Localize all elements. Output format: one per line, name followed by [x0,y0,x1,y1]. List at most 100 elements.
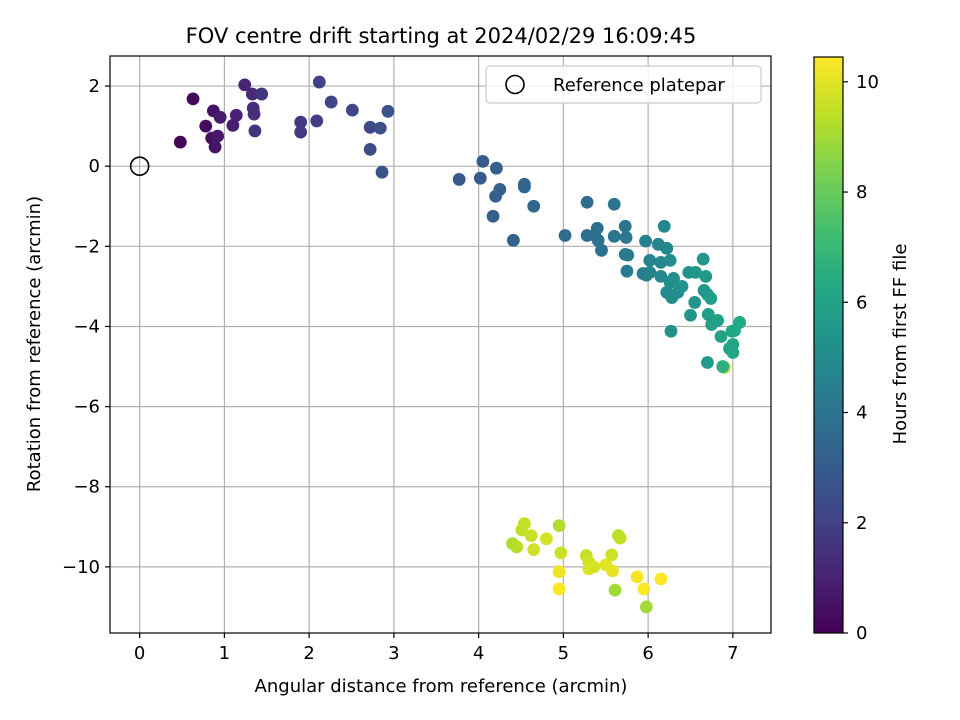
data-point [618,219,632,233]
y-axis-ticks: 2 0 −2 −4 −6 −8 −10 [62,76,110,578]
data-point [675,279,689,293]
data-point [684,308,697,322]
x-tick-label: 0 [134,643,145,664]
data-point [510,540,524,554]
data-point [704,292,718,305]
data-point [637,582,651,596]
grid-lines [110,56,771,633]
data-point [524,529,538,543]
colorbar-tick-label: 0 [856,623,867,644]
colorbar-ticks: 0 2 4 6 8 10 [843,72,879,644]
data-point [506,233,520,247]
colorbar-tick-label: 8 [856,182,867,203]
colorbar-tick-label: 10 [856,72,879,93]
data-point [643,265,657,279]
y-axis-label: Rotation from reference (arcmin) [24,196,45,492]
data-point [363,142,377,156]
data-point [726,346,740,359]
x-axis-label: Angular distance from reference (arcmin) [255,676,628,697]
data-point [595,243,608,257]
data-point [580,195,594,209]
x-tick-label: 3 [388,643,399,664]
data-point [619,231,633,244]
chart-title: FOV centre drift starting at 2024/02/29 … [186,24,697,48]
data-point [591,233,605,247]
data-point [711,314,725,327]
data-point [229,108,243,122]
colorbar-gradient [813,56,844,634]
data-point [552,519,566,533]
data-point [620,264,634,278]
data-point [643,253,657,267]
data-point [540,532,553,546]
data-point [486,209,500,223]
x-axis-ticks: 0 1 2 3 4 5 6 7 [134,633,739,664]
legend: Reference platepar [485,65,762,104]
data-point [696,252,710,266]
legend-reference-icon [505,74,525,95]
data-point [373,121,387,135]
y-tick-label: −10 [62,557,100,578]
data-point [211,129,225,143]
x-tick-label: 2 [303,643,314,664]
y-tick-label: −6 [73,397,100,418]
data-point [248,124,262,138]
data-point [452,173,466,186]
data-point [607,229,621,243]
colorbar: 0 2 4 6 8 10 Hours from first FF file [813,56,911,644]
data-points [173,75,747,614]
colorbar-tick-label: 6 [856,292,867,313]
data-point [607,197,621,211]
y-tick-label: 2 [89,76,100,97]
data-point [199,119,213,133]
data-point [238,78,252,92]
data-point [605,548,619,562]
data-point [381,104,395,118]
data-point [688,296,702,309]
data-point [294,115,308,129]
data-point [714,330,728,343]
data-point [490,161,503,175]
reference-platepar-marker [129,156,150,176]
data-point [552,582,566,596]
y-tick-label: −8 [73,477,100,498]
data-point [310,114,324,128]
data-point [473,171,487,185]
data-point [716,360,730,373]
data-point [667,271,680,285]
data-point [640,600,653,614]
data-point [664,324,678,338]
data-point [173,135,187,149]
data-point [476,154,490,168]
data-point [657,219,671,233]
y-tick-label: −4 [73,316,100,337]
data-point [733,316,747,329]
data-point [699,269,713,283]
data-point [363,120,377,134]
data-point [590,221,604,235]
data-point [621,248,635,262]
data-point [345,103,359,117]
colorbar-tick-label: 4 [856,403,867,424]
data-point [554,546,568,560]
data-point [255,87,269,101]
y-tick-label: 0 [89,156,100,177]
data-point [639,234,652,248]
data-point [660,241,674,255]
x-tick-label: 7 [727,643,738,664]
x-tick-label: 6 [642,643,653,664]
data-point [247,107,261,121]
x-tick-label: 1 [219,643,230,664]
plot-frame [109,55,772,634]
data-point [324,95,338,109]
data-point [587,560,601,574]
colorbar-label: Hours from first FF file [890,244,911,445]
data-point [552,565,566,579]
data-point [226,118,240,132]
legend-box [485,65,762,104]
data-point [558,229,572,242]
data-point [701,308,715,321]
data-point [245,87,259,101]
legend-entry-reference-platepar: Reference platepar [553,75,725,96]
